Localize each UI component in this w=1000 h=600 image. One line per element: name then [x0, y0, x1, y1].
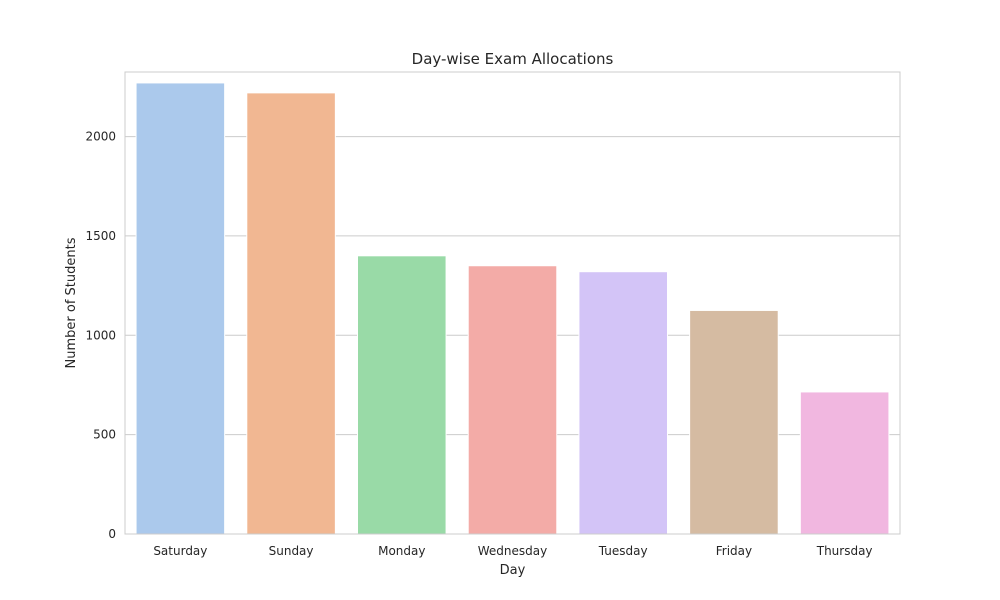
bar-thursday [799, 391, 890, 535]
x-tick-label: Tuesday [598, 544, 648, 558]
bar-friday [689, 309, 779, 535]
x-tick-label: Sunday [269, 544, 314, 558]
bar-saturday [135, 82, 226, 535]
y-tick-label: 1000 [85, 328, 116, 342]
y-tick-label: 500 [93, 428, 116, 442]
bar-tuesday [578, 271, 669, 535]
bar-sunday [246, 92, 336, 535]
x-tick-label: Saturday [153, 544, 207, 558]
bar-monday [357, 255, 447, 535]
x-axis-ticks: Saturday Sunday Monday Wednesday Tuesday Frid… [153, 544, 872, 558]
x-tick-label: Wednesday [478, 544, 547, 558]
y-tick-label: 1500 [85, 229, 116, 243]
chart-title: Day-wise Exam Allocations [412, 50, 614, 68]
bars [135, 82, 890, 535]
y-axis-ticks: 0 500 1000 1500 2000 [85, 130, 116, 541]
plot-frame [124, 71, 901, 535]
y-tick-label: 0 [108, 527, 116, 541]
x-tick-label: Friday [716, 544, 752, 558]
x-tick-label: Monday [378, 544, 425, 558]
bar-wednesday [467, 265, 558, 535]
y-tick-label: 2000 [85, 130, 116, 144]
y-axis-label: Number of Students [64, 237, 79, 368]
x-tick-label: Thursday [816, 544, 873, 558]
x-axis-label: Day [500, 563, 526, 578]
